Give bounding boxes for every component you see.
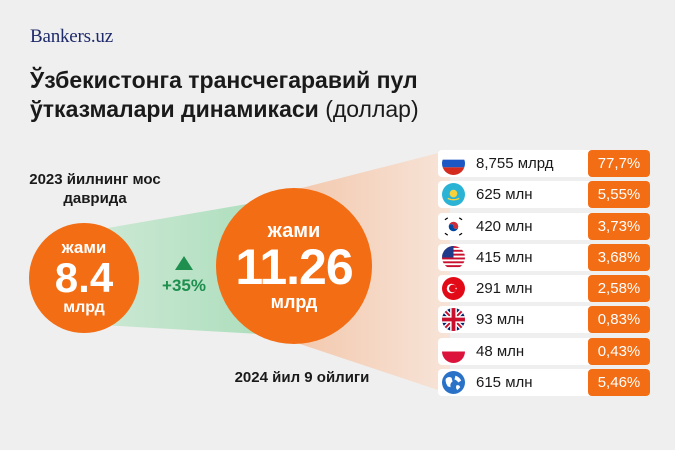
previous-period-caption: 2023 йилнинг мос даврида xyxy=(29,171,161,207)
previous-total-circle: жами 8.4 млрд xyxy=(29,223,139,333)
usa-flag-icon xyxy=(442,245,465,269)
amount-label: 615 млн xyxy=(476,374,533,392)
list-item: 8,755 млрд 77,7% xyxy=(438,150,650,177)
title-main: Ўзбекистонга трансчегаравий пул ўтказмал… xyxy=(30,67,418,122)
brand-logo: Bankers.uz xyxy=(30,26,113,47)
list-item: 615 млн 5,46% xyxy=(438,369,650,397)
list-item: 415 млн 3,68% xyxy=(438,243,650,271)
list-item: 48 млн 0,43% xyxy=(438,337,650,365)
share-badge: 0,43% xyxy=(588,337,650,365)
current-total-value: 11.26 xyxy=(235,239,353,295)
growth-percent: +35% xyxy=(162,276,206,295)
amount-label: 93 млн xyxy=(476,311,525,329)
country-breakdown-list: 8,755 млрд 77,7% 625 млн 5,55% 420 млн 3,73% 4… xyxy=(438,150,650,400)
page-title: Ўзбекистонга трансчегаравий пул ўтказмал… xyxy=(30,66,550,124)
previous-total-label: жами xyxy=(61,238,107,257)
turkey-flag-icon xyxy=(442,277,465,301)
list-item: 420 млн 3,73% xyxy=(438,212,650,240)
russia-flag-icon xyxy=(442,152,465,175)
uk-flag-icon xyxy=(442,308,465,332)
list-item: 625 млн 5,55% xyxy=(438,181,650,209)
amount-label: 420 млн xyxy=(476,217,533,235)
share-badge: 5,55% xyxy=(588,181,650,209)
current-total-label: жами xyxy=(267,220,321,242)
poland-flag-icon xyxy=(442,339,465,363)
list-item: 291 млн 2,58% xyxy=(438,275,650,303)
share-badge: 5,46% xyxy=(588,369,650,397)
share-badge: 3,68% xyxy=(588,243,650,271)
previous-total-unit: млрд xyxy=(63,299,105,316)
amount-label: 415 млн xyxy=(476,248,533,266)
current-period-caption: 2024 йил 9 ойлиги xyxy=(234,369,370,386)
current-total-circle: жами 11.26 млрд xyxy=(216,188,372,344)
share-badge: 2,58% xyxy=(588,275,650,303)
amount-label: 48 млн xyxy=(476,342,525,360)
globe-icon xyxy=(442,371,465,395)
title-unit: (доллар) xyxy=(325,96,419,122)
kazakhstan-flag-icon xyxy=(442,183,465,207)
share-badge: 0,83% xyxy=(588,306,650,334)
current-total-unit: млрд xyxy=(270,292,318,312)
list-item: 93 млн 0,83% xyxy=(438,306,650,334)
up-arrow-icon xyxy=(175,256,193,270)
amount-label: 291 млн xyxy=(476,280,533,298)
south-korea-flag-icon xyxy=(442,214,465,238)
share-badge: 3,73% xyxy=(588,212,650,240)
amount-label: 625 млн xyxy=(476,186,533,204)
growth-indicator: +35% xyxy=(148,256,220,296)
previous-total-value: 8.4 xyxy=(54,254,114,301)
amount-label: 8,755 млрд xyxy=(476,155,554,172)
share-badge: 77,7% xyxy=(588,150,650,177)
